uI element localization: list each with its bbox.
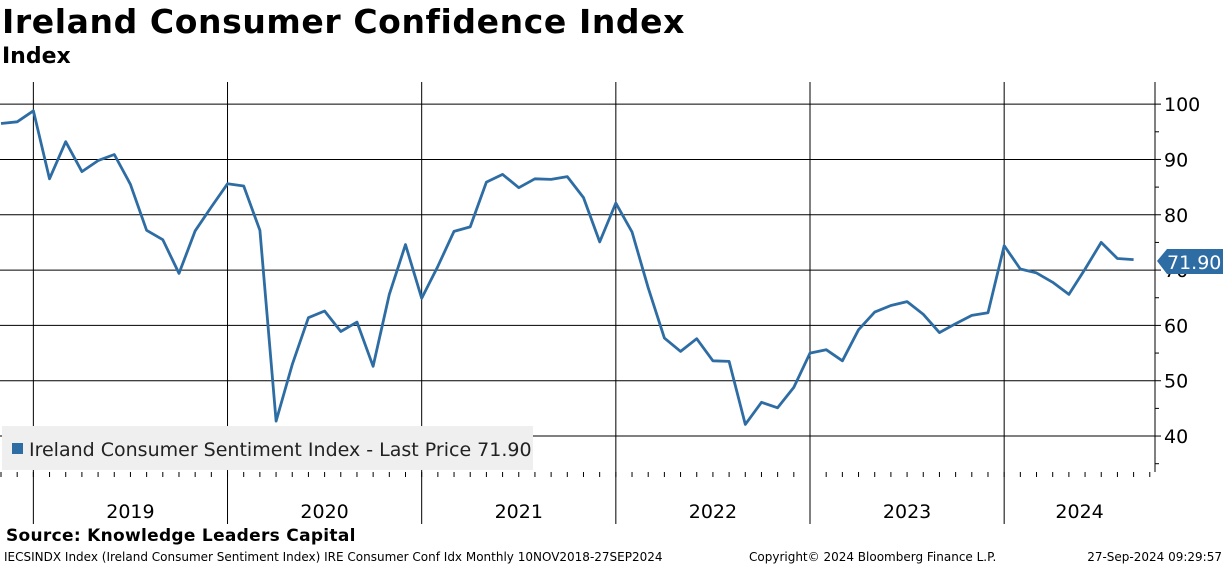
source-note: Source: Knowledge Leaders Capital (6, 526, 356, 546)
last-price-box (1157, 249, 1223, 274)
y-tick-label-80: 80 (1164, 205, 1188, 227)
y-axis: 405060708090100 (1154, 82, 1200, 472)
legend-label: Ireland Consumer Sentiment Index - Last … (29, 439, 532, 461)
x-axis-years: 2019 2020 2021 2022 2023 2024 (0, 472, 1151, 523)
legend-box (2, 426, 533, 470)
last-price-marker: 71.90 (1157, 249, 1223, 274)
last-price-label: 71.90 (1167, 252, 1221, 274)
y-tick-label-50: 50 (1164, 371, 1188, 393)
year-label-2024: 2024 (1055, 501, 1103, 523)
footer-ticker-info: IECSINDX Index (Ireland Consumer Sentime… (4, 550, 663, 564)
y-tick-label-100: 100 (1164, 94, 1200, 116)
year-label-2022: 2022 (689, 501, 737, 523)
series-line-consumer-sentiment (0, 109, 1134, 426)
legend: Ireland Consumer Sentiment Index - Last … (2, 426, 533, 470)
footer-copyright: Copyright© 2024 Bloomberg Finance L.P. (749, 550, 997, 564)
legend-swatch (12, 443, 23, 454)
footer-timestamp: 27-Sep-2024 09:29:57 (1087, 550, 1222, 564)
year-label-2019: 2019 (106, 501, 154, 523)
year-label-2021: 2021 (495, 501, 543, 523)
y-tick-label-90: 90 (1164, 149, 1188, 171)
chart-subtitle: Index (2, 44, 71, 69)
y-tick-label-60: 60 (1164, 315, 1188, 337)
year-label-2023: 2023 (883, 501, 931, 523)
y-tick-label-40: 40 (1164, 426, 1188, 448)
chart-title: Ireland Consumer Confidence Index (2, 2, 686, 41)
year-label-2020: 2020 (300, 501, 348, 523)
